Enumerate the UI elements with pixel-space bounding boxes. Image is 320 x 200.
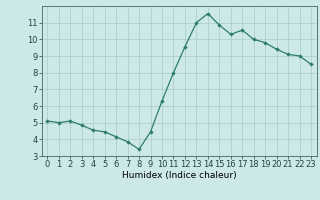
X-axis label: Humidex (Indice chaleur): Humidex (Indice chaleur): [122, 171, 236, 180]
